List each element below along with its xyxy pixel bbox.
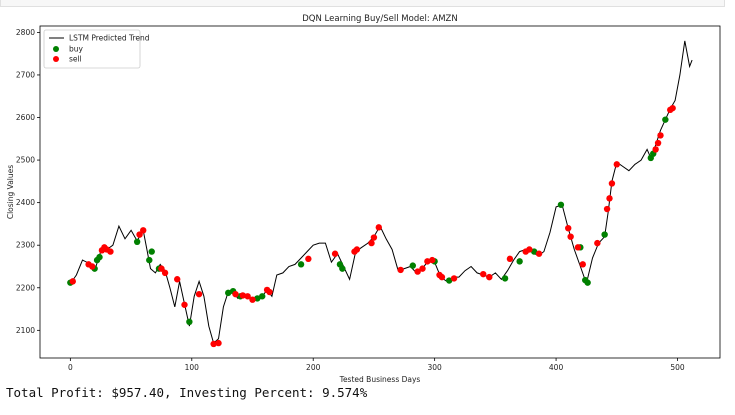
sell-point bbox=[419, 265, 426, 272]
buy-point bbox=[133, 238, 141, 245]
sell-point bbox=[249, 296, 256, 303]
legend-box bbox=[43, 29, 141, 69]
sell-point bbox=[613, 161, 620, 168]
buy-point bbox=[186, 318, 193, 326]
y-tick-label: 2800 bbox=[16, 28, 35, 37]
sell-point bbox=[69, 278, 76, 285]
y-tick-label: 2700 bbox=[16, 70, 35, 79]
sell-point bbox=[305, 255, 312, 263]
x-tick-label: 100 bbox=[185, 363, 200, 372]
legend-label-lstm: LSTM Predicted Trend bbox=[69, 34, 150, 43]
sell-point bbox=[107, 248, 114, 255]
sell-point bbox=[89, 263, 96, 270]
sell-point bbox=[353, 246, 361, 253]
sell-point bbox=[181, 301, 188, 308]
buy-point bbox=[501, 275, 509, 282]
sell-point bbox=[174, 276, 181, 283]
y-tick-label: 2500 bbox=[16, 156, 35, 165]
x-axis-label: Tested Business Days bbox=[339, 375, 421, 384]
sell-point bbox=[450, 275, 458, 282]
buy-point bbox=[254, 295, 261, 302]
buy-point bbox=[584, 279, 591, 286]
buy-point bbox=[557, 201, 565, 208]
y-tick-label: 2300 bbox=[16, 241, 35, 250]
sell-point bbox=[579, 261, 586, 268]
buy-point bbox=[339, 265, 346, 272]
chart-title: DQN Learning Buy/Sell Model: AMZN bbox=[302, 14, 457, 24]
sell-point bbox=[414, 268, 421, 275]
sell-point bbox=[140, 227, 147, 234]
buy-point bbox=[409, 262, 416, 269]
sell-point bbox=[574, 244, 582, 251]
sell-point bbox=[535, 250, 543, 257]
series-line-lstm-predicted-trend bbox=[69, 40, 693, 344]
sell-point bbox=[603, 205, 611, 213]
y-axis-label: Closing Values bbox=[6, 165, 15, 219]
sell-point bbox=[594, 239, 601, 247]
sell-point bbox=[331, 250, 339, 257]
buy-point bbox=[516, 258, 523, 265]
legend-sell-swatch bbox=[53, 56, 59, 62]
legend-label-buy: buy bbox=[69, 45, 84, 54]
sell-point bbox=[565, 224, 572, 232]
sell-point bbox=[657, 132, 664, 139]
sell-point bbox=[652, 146, 659, 153]
buy-point bbox=[297, 261, 305, 268]
y-tick-label: 2100 bbox=[16, 326, 35, 335]
plot-frame bbox=[39, 25, 721, 359]
y-tick-label: 2400 bbox=[16, 198, 35, 207]
buy-point bbox=[225, 289, 232, 297]
x-tick-label: 200 bbox=[306, 363, 321, 372]
buy-point bbox=[146, 256, 153, 264]
sell-point bbox=[397, 266, 404, 274]
sell-point bbox=[608, 180, 616, 187]
buy-point bbox=[446, 277, 453, 284]
sell-point bbox=[375, 224, 382, 231]
x-tick-label: 300 bbox=[427, 363, 442, 372]
legend-label-sell: sell bbox=[69, 55, 82, 64]
x-tick-label: 400 bbox=[549, 363, 564, 372]
sell-point bbox=[506, 255, 514, 263]
sell-point bbox=[424, 258, 431, 265]
buy-point bbox=[148, 248, 155, 255]
sell-point bbox=[486, 273, 493, 281]
sell-point bbox=[654, 139, 662, 147]
sell-point bbox=[195, 290, 203, 298]
sell-point bbox=[215, 339, 222, 347]
buy-point bbox=[531, 248, 538, 255]
x-tick-label: 500 bbox=[670, 363, 685, 372]
buy-point bbox=[96, 253, 103, 261]
sell-point bbox=[526, 246, 533, 253]
sell-point bbox=[368, 239, 375, 247]
sell-point bbox=[567, 233, 574, 240]
chart: DQN Learning Buy/Sell Model: AMZN 0 100 200… bbox=[6, 14, 721, 384]
sell-point bbox=[210, 340, 217, 348]
cell-output-text: Total Profit: $957.40, Investing Percent… bbox=[6, 385, 368, 400]
y-tick-label: 2200 bbox=[16, 283, 35, 292]
buy-point bbox=[259, 293, 266, 300]
sell-point bbox=[232, 290, 239, 298]
sell-point bbox=[244, 293, 251, 300]
buy-point bbox=[601, 231, 608, 238]
sell-point bbox=[136, 231, 143, 238]
sell-point bbox=[161, 269, 169, 277]
sell-point bbox=[239, 292, 246, 299]
x-tick-label: 0 bbox=[68, 363, 73, 372]
sell-point bbox=[438, 273, 446, 281]
sell-point bbox=[370, 234, 378, 241]
y-tick-label: 2600 bbox=[16, 113, 35, 122]
sell-point bbox=[266, 288, 273, 296]
notebook-cell-top bbox=[0, 0, 725, 7]
sell-point bbox=[429, 256, 436, 264]
sell-point bbox=[606, 195, 613, 202]
sell-point bbox=[669, 104, 676, 112]
sell-point bbox=[158, 265, 165, 272]
legend-buy-swatch bbox=[53, 46, 59, 52]
buy-point bbox=[662, 116, 669, 123]
sell-point bbox=[480, 270, 487, 278]
